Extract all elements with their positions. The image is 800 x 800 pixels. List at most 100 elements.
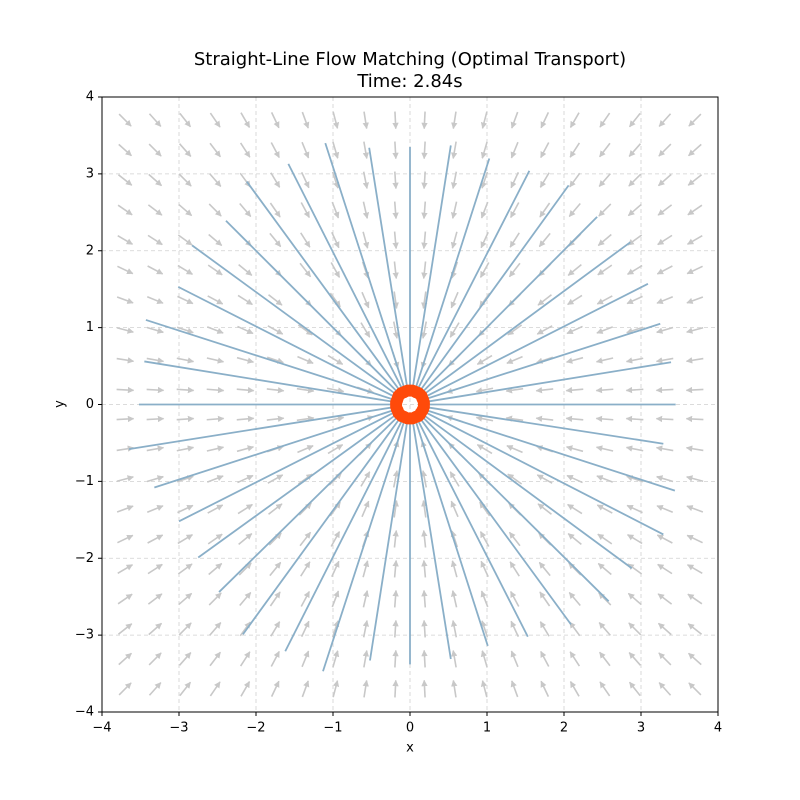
- quiver-arrow: [421, 649, 428, 668]
- quiver-arrow: [327, 354, 344, 365]
- quiver-arrow: [510, 141, 519, 159]
- quiver-arrow: [450, 261, 459, 279]
- quiver-arrow: [116, 296, 134, 304]
- quiver-arrow: [658, 113, 672, 127]
- quiver-arrow: [565, 386, 584, 394]
- quiver-arrow: [206, 326, 224, 334]
- trajectory: [422, 408, 676, 492]
- quiver-arrow: [179, 681, 192, 697]
- quiver-arrow: [628, 143, 642, 157]
- quiver-arrow: [178, 143, 192, 157]
- quiver-arrow: [208, 233, 223, 247]
- quiver-arrow: [420, 321, 428, 339]
- quiver-arrow: [450, 530, 459, 548]
- quiver-arrow: [480, 650, 488, 668]
- quiver-arrow: [510, 111, 519, 129]
- quiver-arrow: [625, 386, 644, 394]
- quiver-arrow: [206, 475, 224, 483]
- quiver-arrow: [657, 563, 673, 575]
- quiver-arrow: [450, 231, 458, 249]
- quiver-arrow: [540, 650, 550, 667]
- quiver-arrow: [329, 292, 341, 308]
- quiver-arrow: [238, 562, 252, 576]
- x-tick-label: −1: [323, 721, 342, 736]
- quiver-arrow: [237, 325, 254, 335]
- quiver-arrow: [301, 111, 310, 129]
- quiver-arrow: [362, 201, 370, 219]
- trajectory: [144, 360, 397, 404]
- quiver-arrow: [480, 560, 489, 578]
- quiver-arrow: [331, 201, 340, 219]
- quiver-arrow: [239, 142, 251, 158]
- quiver-arrow: [450, 500, 459, 518]
- quiver-arrow: [539, 621, 550, 637]
- quiver-arrow: [117, 174, 133, 186]
- quiver-arrow: [332, 680, 340, 698]
- quiver-arrow: [237, 294, 253, 306]
- y-tick-label: 0: [86, 397, 94, 412]
- quiver-arrow: [360, 471, 371, 487]
- quiver-arrow: [567, 263, 582, 276]
- quiver-arrow: [509, 202, 520, 219]
- quiver-arrow: [626, 504, 643, 514]
- quiver-arrow: [148, 682, 162, 696]
- quiver-arrow: [685, 386, 704, 394]
- quiver-arrow: [239, 651, 251, 667]
- quiver-arrow: [599, 112, 611, 128]
- quiver-arrow: [270, 142, 280, 159]
- quiver-arrow: [421, 679, 428, 698]
- quiver-arrow: [421, 111, 428, 130]
- quiver-arrow: [266, 356, 284, 364]
- quiver-arrow: [236, 445, 255, 453]
- quiver-arrow: [538, 561, 551, 577]
- quiver-arrow: [116, 386, 135, 394]
- quiver-arrow: [331, 620, 340, 638]
- quiver-arrow: [117, 623, 133, 635]
- quiver-arrow: [628, 652, 642, 666]
- quiver-arrow: [269, 232, 282, 248]
- quiver-arrow: [658, 143, 672, 157]
- quiver-arrow: [326, 415, 345, 422]
- quiver-arrow: [508, 531, 521, 547]
- quiver-arrow: [450, 291, 459, 309]
- quiver-arrow: [270, 112, 280, 129]
- quiver-arrow: [450, 171, 458, 189]
- quiver-arrow: [209, 173, 222, 187]
- x-tick-label: 1: [483, 721, 491, 736]
- quiver-arrow: [688, 113, 702, 127]
- quiver-arrow: [595, 357, 614, 364]
- quiver-arrow: [565, 415, 584, 423]
- quiver-arrow: [479, 531, 490, 547]
- quiver-arrow: [178, 652, 192, 666]
- quiver-arrow: [450, 560, 458, 578]
- x-tick-label: 2: [560, 721, 568, 736]
- x-tick-label: 0: [406, 721, 414, 736]
- quiver-arrow: [598, 173, 611, 187]
- quiver-arrow: [599, 142, 611, 158]
- quiver-arrow: [597, 264, 613, 276]
- quiver-arrow: [598, 203, 612, 217]
- quiver-arrow: [506, 355, 523, 364]
- quiver-arrow: [268, 532, 282, 546]
- trajectory: [413, 417, 489, 647]
- quiver-arrow: [301, 680, 310, 698]
- quiver-arrow: [392, 291, 399, 310]
- quiver-arrow: [627, 563, 643, 575]
- quiver-arrow: [116, 475, 134, 482]
- quiver-arrow: [687, 623, 703, 635]
- quiver-arrow: [510, 620, 520, 638]
- quiver-arrow: [687, 593, 703, 605]
- quiver-arrow: [476, 444, 493, 455]
- quiver-arrow: [392, 261, 399, 280]
- quiver-arrow: [362, 111, 369, 130]
- quiver-arrow: [510, 650, 519, 668]
- quiver-arrow: [392, 171, 399, 190]
- trajectory: [322, 417, 407, 672]
- quiver-arrow: [626, 475, 644, 483]
- quiver-arrow: [267, 325, 284, 335]
- quiver-arrow: [206, 386, 225, 394]
- quiver-arrow: [361, 291, 370, 309]
- quiver-arrow: [146, 475, 164, 483]
- quiver-arrow: [361, 500, 370, 518]
- quiver-arrow: [331, 560, 340, 578]
